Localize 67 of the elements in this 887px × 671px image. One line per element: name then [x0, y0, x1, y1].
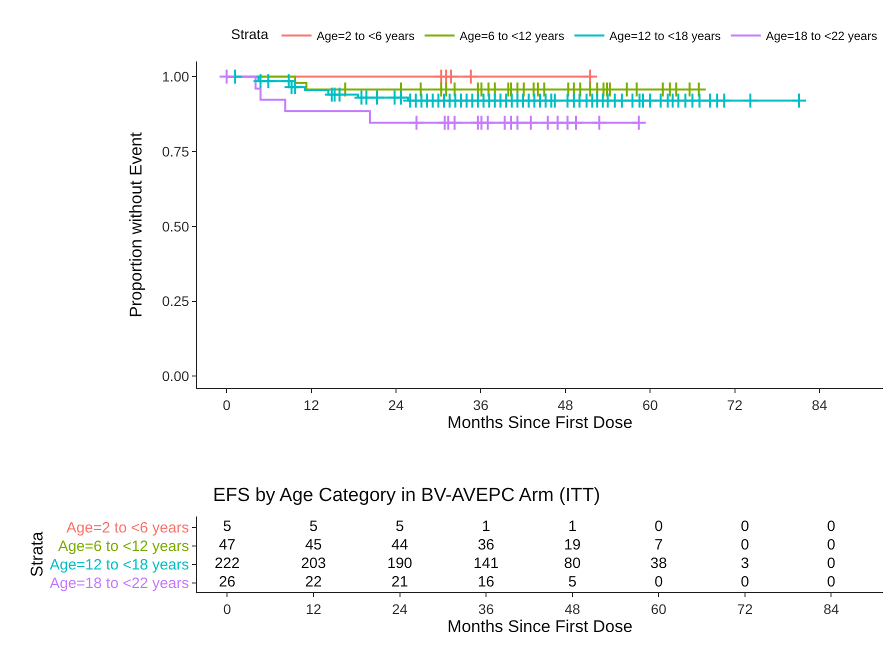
x-tick-label: 48: [564, 600, 580, 617]
data-label: 0: [827, 536, 836, 554]
x-tick-label: 84: [823, 600, 840, 617]
data-label: 141: [474, 555, 499, 572]
y-tick-label: Age=18 to <22 years: [50, 575, 189, 592]
x-axis-title: Months Since First Dose: [447, 412, 633, 432]
x-tick-label: 72: [727, 396, 743, 413]
y-tick-label: 0.00: [162, 368, 190, 384]
legend-label: Age=18 to <22 years: [766, 29, 878, 44]
data-label: 0: [740, 518, 750, 536]
data-label: 16: [478, 574, 494, 591]
x-tick-label: 72: [737, 600, 753, 617]
x-tick-label: 48: [558, 396, 574, 413]
data-label: 80: [564, 555, 581, 572]
data-label: 5: [568, 574, 577, 591]
x-tick-label: 36: [478, 600, 494, 617]
data-label: 0: [827, 518, 836, 536]
x-tick-label: 84: [812, 396, 828, 413]
y-tick-label: 0.75: [162, 143, 190, 160]
y-tick-label: Age=12 to <18 years: [50, 556, 189, 574]
y-tick-label: Age=6 to <12 years: [58, 538, 189, 556]
x-tick-label: 12: [306, 600, 322, 617]
y-tick-label: 1.00: [162, 68, 190, 85]
x-tick-label: 24: [392, 600, 408, 617]
data-label: 5: [223, 518, 232, 536]
y-axis-title: Strata: [27, 531, 46, 577]
chart-title: EFS by Age Category in BV-AVEPC Arm (ITT): [213, 485, 600, 506]
legend-label: Age=12 to <18 years: [609, 29, 721, 44]
data-label: 0: [654, 574, 663, 591]
y-tick-label: 0.25: [162, 293, 190, 310]
data-label: 47: [218, 536, 236, 554]
data-label: 190: [387, 555, 412, 572]
data-label: 0: [740, 574, 750, 591]
data-label: 0: [654, 518, 663, 536]
x-tick-label: 12: [304, 396, 320, 413]
data-label: 45: [305, 536, 322, 554]
data-label: 36: [478, 536, 494, 554]
data-label: 1: [568, 518, 577, 536]
x-axis-title: Months Since First Dose: [447, 616, 633, 636]
x-tick-label: 60: [642, 396, 658, 413]
data-label: 21: [391, 574, 408, 591]
y-axis-title: Proportion without Event: [126, 132, 146, 318]
data-label: 3: [740, 555, 750, 572]
data-label: 38: [650, 555, 667, 572]
x-tick-label: 36: [472, 396, 489, 413]
data-label: 5: [396, 518, 404, 536]
x-tick-label: 60: [650, 600, 667, 617]
legend-label: Age=2 to <6 years: [316, 29, 415, 44]
x-tick-label: 24: [388, 396, 404, 413]
data-label: 0: [740, 536, 750, 554]
legend-label: Age=6 to <12 years: [460, 29, 564, 44]
data-label: 44: [391, 536, 408, 554]
data-label: 26: [218, 574, 236, 591]
data-label: 222: [214, 555, 240, 572]
legend-title: Strata: [231, 26, 269, 42]
data-label: 203: [300, 555, 326, 572]
data-label: 0: [827, 574, 836, 591]
data-label: 5: [309, 518, 318, 536]
x-tick-label: 0: [223, 600, 232, 617]
data-label: 0: [827, 555, 836, 572]
x-tick-label: 0: [222, 396, 231, 413]
data-label: 19: [564, 536, 581, 554]
data-label: 7: [654, 536, 663, 554]
data-label: 22: [305, 574, 322, 591]
data-label: 1: [482, 518, 490, 536]
y-tick-label: 0.50: [162, 218, 190, 234]
y-tick-label: Age=2 to <6 years: [66, 520, 189, 537]
